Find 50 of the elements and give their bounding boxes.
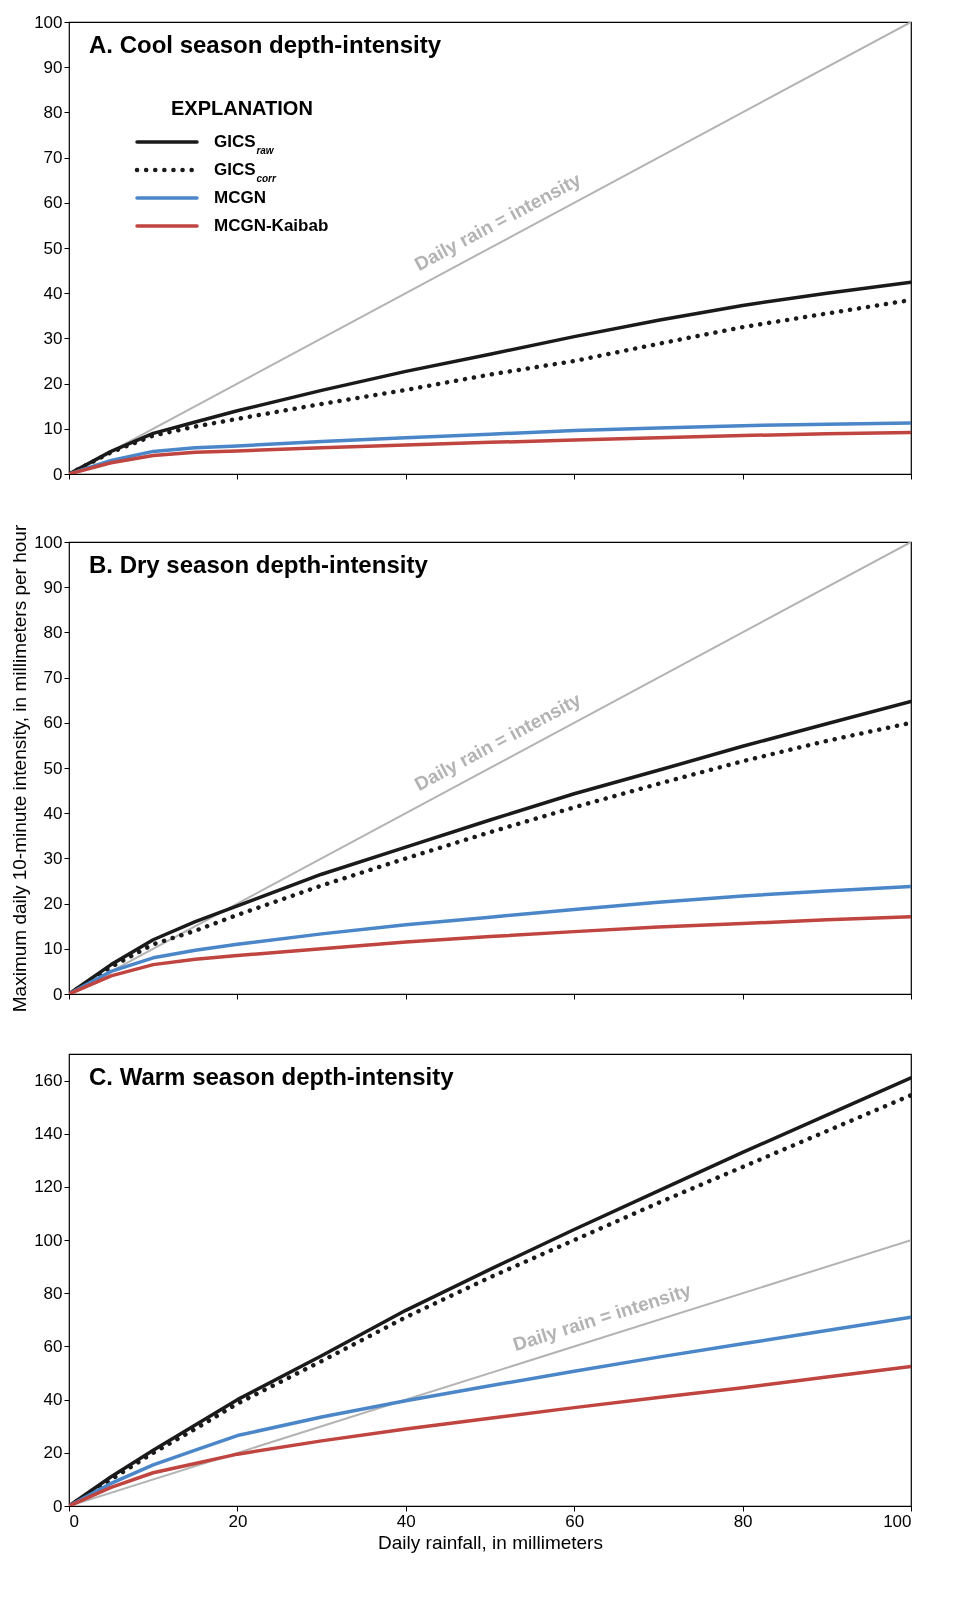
y-tick-label: 100 — [34, 532, 63, 552]
chart-title: A. Cool season depth-intensity — [89, 31, 442, 58]
y-tick-label: 40 — [43, 283, 63, 303]
line-series — [69, 430, 911, 474]
legend-title: EXPLANATION — [171, 97, 313, 119]
y-tick-label: 20 — [43, 894, 63, 914]
y-tick-label: 0 — [53, 984, 63, 1004]
line-series — [69, 1364, 911, 1506]
y-tick-label: 120 — [34, 1177, 63, 1197]
x-axis-title: Daily rainfall, in millimeters — [378, 1531, 603, 1553]
y-tick-label: 50 — [43, 238, 63, 258]
y-tick-label: 10 — [43, 419, 63, 439]
x-tick-label: 40 — [396, 1511, 416, 1531]
y-tick-label: 100 — [34, 1230, 63, 1250]
legend-label: MCGN-Kaibab — [214, 216, 329, 235]
y-tick-label: 80 — [43, 622, 63, 642]
y-tick-label: 60 — [43, 193, 63, 213]
y-tick-label: 80 — [43, 102, 63, 122]
y-tick-label: 60 — [43, 713, 63, 733]
chart-title: B. Dry season depth-intensity — [89, 551, 429, 578]
y-tick-label: 140 — [34, 1124, 63, 1144]
legend-label: MCGN — [214, 188, 266, 207]
y-tick-label: 80 — [43, 1283, 63, 1303]
x-tick-label: 80 — [733, 1511, 753, 1531]
y-tick-label: 90 — [43, 577, 63, 597]
line-series — [69, 421, 911, 474]
y-tick-label: 50 — [43, 758, 63, 778]
line-series — [69, 884, 911, 994]
y-tick-label: 20 — [43, 374, 63, 394]
y-tick-label: 10 — [43, 939, 63, 959]
y-tick-label: 160 — [34, 1071, 63, 1091]
x-tick-label: 60 — [565, 1511, 585, 1531]
x-tick-label: 0 — [69, 1511, 79, 1531]
y-tick-label: 100 — [34, 12, 63, 32]
y-tick-label: 40 — [43, 803, 63, 823]
y-tick-label: 20 — [43, 1443, 63, 1463]
y-axis-title: Maximum daily 10-minute intensity, in millimeters per hour — [9, 524, 31, 1013]
chart-title: C. Warm season depth-intensity — [89, 1063, 455, 1090]
y-tick-label: 60 — [43, 1336, 63, 1356]
y-tick-label: 0 — [53, 464, 63, 484]
x-tick-label: 20 — [228, 1511, 248, 1531]
y-tick-label: 30 — [43, 328, 63, 348]
line-series — [69, 914, 911, 994]
y-tick-label: 0 — [53, 1496, 63, 1516]
y-tick-label: 30 — [43, 848, 63, 868]
y-tick-label: 40 — [43, 1390, 63, 1410]
x-tick-label: 100 — [883, 1511, 912, 1531]
y-tick-label: 70 — [43, 148, 63, 168]
y-tick-label: 70 — [43, 668, 63, 688]
y-tick-label: 90 — [43, 57, 63, 77]
